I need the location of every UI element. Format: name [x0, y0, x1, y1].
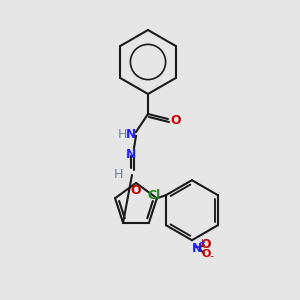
- Text: Cl: Cl: [147, 189, 161, 202]
- Text: O: O: [201, 238, 211, 251]
- Text: N: N: [126, 128, 136, 140]
- Text: -: -: [210, 251, 214, 261]
- Text: O: O: [170, 115, 181, 128]
- Text: N: N: [126, 148, 136, 160]
- Text: H: H: [117, 128, 127, 140]
- Text: O: O: [131, 184, 141, 196]
- Text: +: +: [199, 238, 206, 247]
- Text: H: H: [113, 167, 123, 181]
- Text: N: N: [192, 242, 202, 255]
- Text: O: O: [201, 249, 211, 259]
